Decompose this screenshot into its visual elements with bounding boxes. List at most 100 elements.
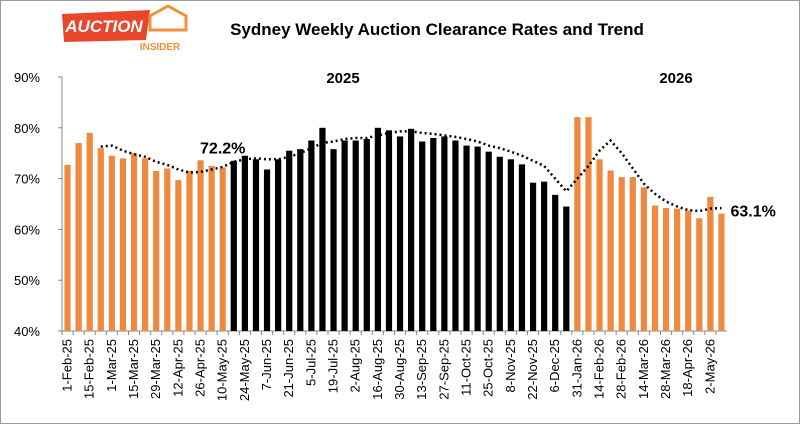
- bar: [629, 177, 636, 331]
- x-tick-label: 1-Feb-25: [60, 339, 75, 392]
- logo-house: [148, 4, 188, 32]
- bar: [230, 160, 237, 331]
- bar: [97, 148, 104, 331]
- bar: [419, 141, 426, 331]
- y-tick-label: 70%: [14, 172, 40, 187]
- bar: [541, 181, 548, 331]
- bar: [574, 117, 581, 331]
- x-tick-label: 13-Sep-25: [414, 339, 429, 400]
- x-tick-label: 16-Aug-25: [370, 339, 385, 400]
- bar: [496, 156, 503, 331]
- bar: [618, 177, 625, 331]
- bar: [474, 146, 481, 331]
- y-tick-label: 80%: [14, 121, 40, 136]
- x-tick-label: 2-Aug-25: [348, 339, 363, 392]
- bar: [585, 117, 592, 331]
- bar: [707, 196, 714, 331]
- bar: [396, 136, 404, 331]
- bar: [241, 155, 248, 331]
- bar: [153, 170, 160, 331]
- x-tick-label: 15-Mar-25: [126, 339, 141, 399]
- logo-name: AUCTION: [64, 17, 143, 36]
- bar: [529, 182, 537, 331]
- x-tick-label: 2-May-26: [702, 339, 717, 394]
- x-tick-label: 26-Apr-25: [193, 339, 208, 397]
- bar: [662, 208, 670, 331]
- y-tick-label: 90%: [14, 70, 40, 85]
- bar: [75, 143, 82, 331]
- bar: [308, 140, 315, 331]
- bar: [674, 208, 681, 331]
- bar: [408, 128, 415, 331]
- x-tick-label: 5-Jul-25: [303, 339, 318, 386]
- x-tick-label: 28-Mar-26: [658, 339, 673, 399]
- bar: [563, 206, 570, 331]
- bar: [286, 150, 293, 331]
- bar: [130, 153, 138, 331]
- bar: [319, 127, 326, 331]
- x-tick-label: 10-May-25: [215, 339, 230, 401]
- bar: [552, 194, 559, 331]
- bar: [108, 155, 115, 331]
- x-tick-label: 15-Feb-25: [82, 339, 97, 399]
- y-tick-label: 50%: [14, 273, 40, 288]
- bar: [385, 130, 393, 331]
- x-tick-label: 8-Nov-25: [503, 339, 518, 392]
- bar: [607, 170, 614, 331]
- bar: [175, 180, 182, 331]
- bar: [452, 140, 459, 331]
- bar: [685, 210, 692, 331]
- bar: [352, 140, 359, 331]
- bar: [142, 158, 149, 331]
- data-label: 72.2%: [200, 140, 245, 157]
- x-tick-label: 14-Feb-26: [592, 339, 607, 399]
- bar: [596, 159, 603, 331]
- trend-line: [100, 130, 722, 213]
- bar: [186, 170, 193, 331]
- x-tick-label: 31-Jan-26: [569, 339, 584, 398]
- x-tick-label: 19-Jul-25: [326, 339, 341, 393]
- bar: [651, 205, 659, 331]
- bar: [374, 127, 381, 331]
- x-tick-label: 27-Sep-25: [436, 339, 451, 400]
- logo: AUCTION INSIDER: [62, 4, 188, 53]
- x-tick-label: 24-May-25: [237, 339, 252, 401]
- bar: [219, 167, 226, 331]
- x-tick-label: 30-Aug-25: [392, 339, 407, 400]
- x-tick-label: 29-Mar-25: [148, 339, 163, 399]
- bar: [507, 159, 514, 331]
- x-tick-label: 7-Jun-25: [259, 339, 274, 390]
- bar: [696, 218, 703, 331]
- x-tick-label: 28-Feb-26: [614, 339, 629, 399]
- bar: [164, 168, 171, 331]
- bar: [640, 187, 647, 331]
- bar: [718, 213, 725, 331]
- year-label: 2026: [659, 70, 692, 87]
- bar: [485, 151, 492, 331]
- y-tick-label: 40%: [14, 324, 40, 339]
- x-tick-label: 11-Oct-25: [459, 339, 474, 396]
- x-tick-label: 18-Apr-26: [680, 339, 695, 397]
- x-tick-label: 14-Mar-26: [636, 339, 651, 399]
- y-tick-label: 60%: [14, 222, 40, 237]
- x-tick-label: 12-Apr-25: [170, 339, 185, 397]
- bar: [275, 159, 282, 331]
- bar: [330, 149, 337, 331]
- bar: [297, 149, 304, 331]
- x-tick-label: 22-Nov-25: [525, 339, 540, 400]
- x-tick-label: 6-Dec-25: [547, 339, 562, 392]
- bar: [197, 160, 204, 331]
- bar: [441, 136, 448, 331]
- bar: [252, 159, 260, 331]
- bar: [208, 165, 215, 331]
- bar: [518, 164, 526, 331]
- x-tick-label: 25-Oct-25: [481, 339, 496, 397]
- bar: [263, 169, 271, 331]
- data-label: 63.1%: [730, 204, 775, 221]
- x-tick-label: 21-Jun-25: [281, 339, 296, 398]
- bar: [341, 140, 348, 331]
- chart-title: Sydney Weekly Auction Clearance Rates an…: [230, 20, 644, 39]
- bar: [463, 145, 470, 331]
- logo-badge: [62, 10, 150, 42]
